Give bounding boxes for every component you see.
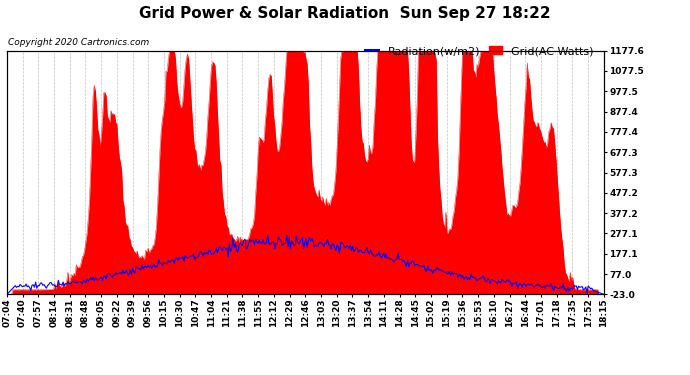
Text: Grid Power & Solar Radiation  Sun Sep 27 18:22: Grid Power & Solar Radiation Sun Sep 27 … (139, 6, 551, 21)
Text: Copyright 2020 Cartronics.com: Copyright 2020 Cartronics.com (8, 38, 149, 47)
Legend: Radiation(w/m2), Grid(AC Watts): Radiation(w/m2), Grid(AC Watts) (361, 42, 598, 60)
